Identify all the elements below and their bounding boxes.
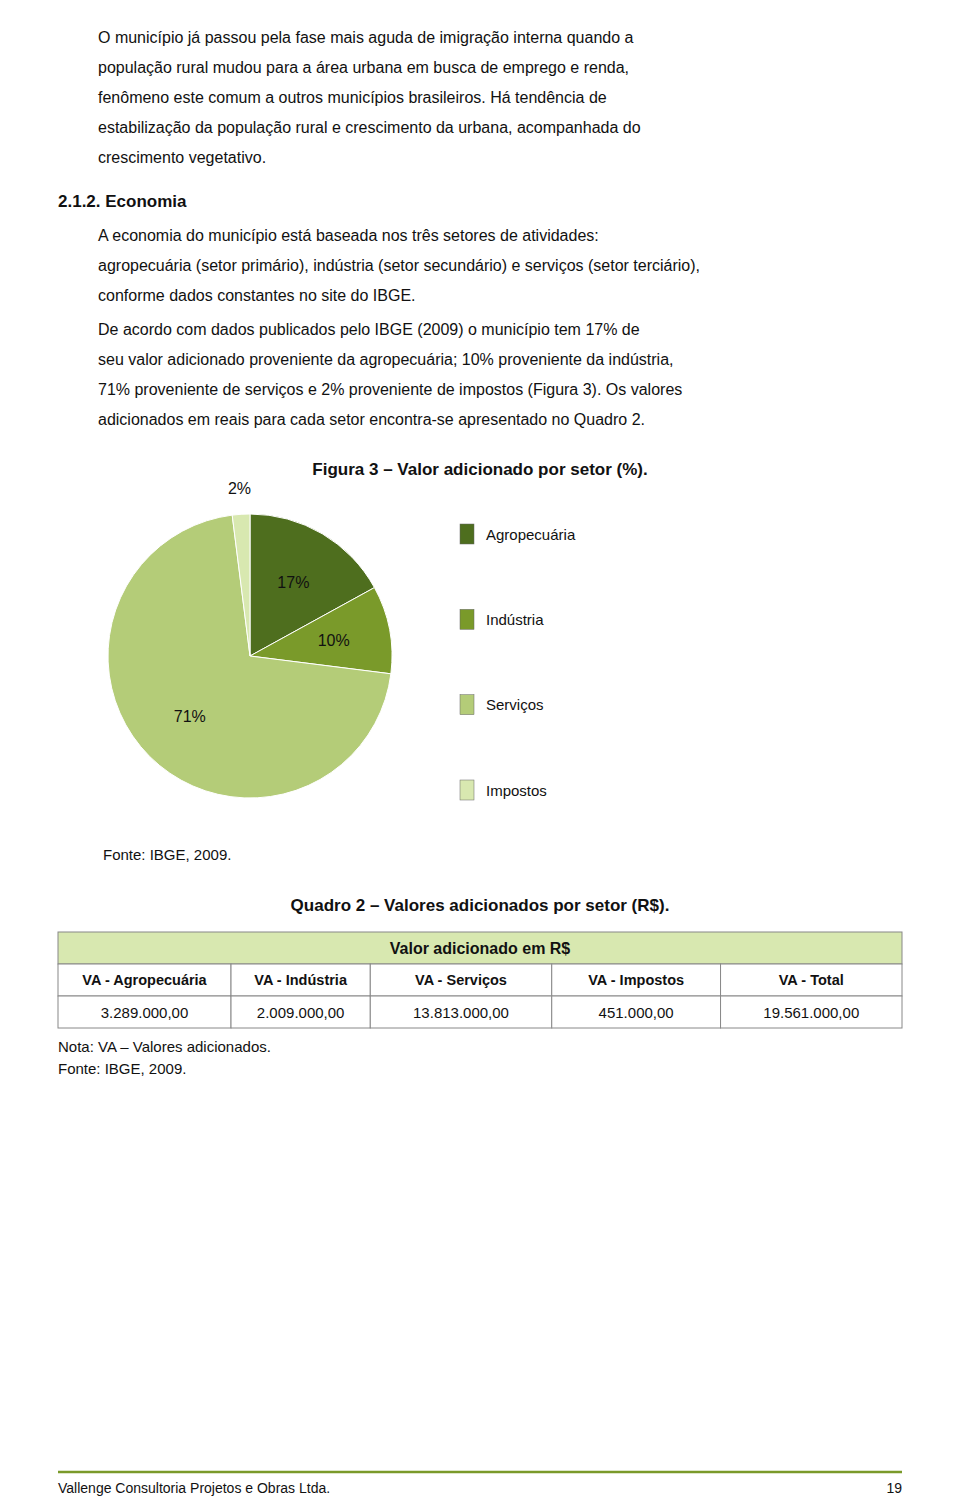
footer-rule (58, 1471, 902, 1474)
paragraph-line: fenômeno este comum a outros municípios … (98, 89, 607, 106)
table-value: 3.289.000,00 (101, 1004, 189, 1021)
table-column-header: VA - Agropecuária (82, 972, 207, 988)
table-header-cell (58, 932, 902, 964)
legend-label: Agropecuária (486, 526, 576, 543)
legend-label: Serviços (486, 696, 544, 713)
paragraph-line: agropecuária (setor primário), indústria… (98, 257, 700, 274)
table-value: 13.813.000,00 (413, 1004, 509, 1021)
paragraph-line: população rural mudou para a área urbana… (98, 59, 629, 76)
legend-label: Impostos (486, 782, 547, 799)
footer-text: Vallenge Consultoria Projetos e Obras Lt… (58, 1480, 330, 1496)
legend-swatch (460, 609, 474, 629)
table-note: Fonte: IBGE, 2009. (58, 1060, 186, 1077)
table-column-cell (370, 964, 551, 996)
table: Valor adicionado em R$ VA - Agropecuária 3… (58, 932, 902, 1028)
table-column-header: VA - Serviços (415, 972, 507, 988)
table-value-cell (552, 996, 721, 1028)
legend-swatch (460, 780, 474, 800)
paragraph-line: conforme dados constantes no site do IBG… (98, 287, 416, 304)
table-value: 19.561.000,00 (763, 1004, 859, 1021)
table-value: 451.000,00 (599, 1004, 674, 1021)
table-header: Valor adicionado em R$ (390, 940, 571, 957)
data-label: 17% (277, 574, 309, 591)
table-column-header: VA - Impostos (588, 972, 684, 988)
data-label: 2% (228, 480, 251, 497)
table-value: 2.009.000,00 (257, 1004, 345, 1021)
paragraph-line: crescimento vegetativo. (98, 149, 266, 166)
table-value-cell (370, 996, 551, 1028)
pie-labels: 17% 10% 71% 2% (174, 480, 350, 724)
paragraph-line: estabilização da população rural e cresc… (98, 119, 641, 136)
source-note: Fonte: IBGE, 2009. (103, 846, 231, 863)
legend-label: Indústria (486, 611, 544, 628)
table-note: Nota: VA – Valores adicionados. (58, 1038, 271, 1055)
chart-title: Figura 3 – Valor adicionado por setor (%… (312, 460, 647, 479)
legend-swatch (460, 695, 474, 715)
paragraph-line: 71% proveniente de serviços e 2% proveni… (98, 381, 682, 398)
page: O município já passou pela fase mais agu… (0, 0, 960, 1510)
table-column-header: VA - Indústria (254, 972, 348, 988)
table-column-cell (721, 964, 902, 996)
pie (108, 514, 392, 798)
section-title: 2.1.2. Economia (58, 192, 187, 211)
paragraph-line: seu valor adicionado proveniente da agro… (98, 351, 674, 368)
data-label: 71% (174, 708, 206, 725)
paragraph-line: adicionados em reais para cada setor enc… (98, 411, 645, 428)
table-value-cell (231, 996, 370, 1028)
table-column-header: VA - Total (779, 972, 844, 988)
paragraph-line: De acordo com dados publicados pelo IBGE… (98, 321, 640, 338)
page-background (0, 0, 960, 1510)
table-title: Quadro 2 – Valores adicionados por setor… (291, 896, 670, 915)
pie-slice (232, 514, 250, 656)
table-value-cell (58, 996, 231, 1028)
paragraph-line: O município já passou pela fase mais agu… (98, 29, 634, 46)
legend: Agropecuária Indústria Serviços Impostos (460, 524, 576, 800)
table-column-cell (231, 964, 370, 996)
data-label: 10% (318, 632, 350, 649)
table-column-cell (552, 964, 721, 996)
legend-swatch (460, 524, 474, 544)
page-number: 19 (886, 1480, 902, 1496)
table-column-cell (58, 964, 231, 996)
table-value-cell (721, 996, 902, 1028)
paragraph-line: A economia do município está baseada nos… (98, 227, 599, 244)
